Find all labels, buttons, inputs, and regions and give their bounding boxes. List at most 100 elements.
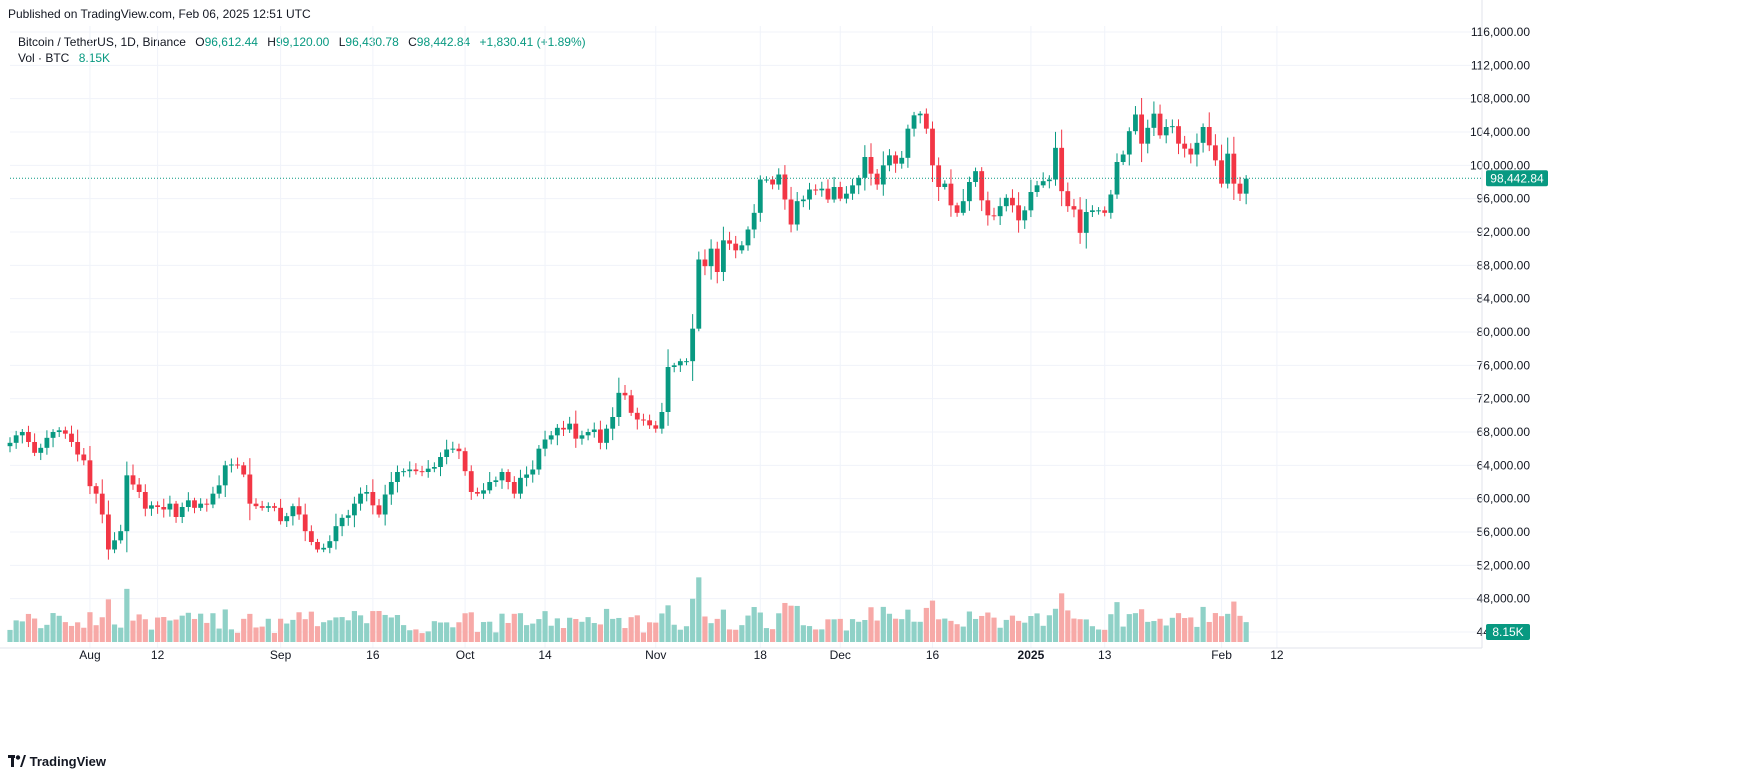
candle-body [850, 185, 855, 194]
footer-brand: TradingView [29, 754, 106, 769]
volume-bar [905, 609, 911, 642]
open-value: 96,612.44 [204, 35, 258, 49]
volume-bar [979, 615, 985, 642]
volume-bar [985, 612, 991, 642]
candle-body [690, 328, 696, 362]
volume-bar [1194, 626, 1200, 642]
volume-bar [936, 619, 942, 642]
candle-body [75, 442, 81, 455]
candle-body [1219, 160, 1224, 184]
candle-body [1188, 148, 1194, 155]
candle-body [296, 506, 302, 515]
candle-body [561, 427, 566, 430]
volume-bar [788, 605, 794, 642]
volume-bar [874, 620, 880, 642]
volume-bar [247, 613, 253, 642]
candle-body [81, 454, 87, 461]
candle-body [1126, 131, 1132, 155]
candle-body [776, 174, 782, 185]
volume-bar [124, 588, 130, 642]
volume-bar [560, 628, 567, 642]
y-tick-label: 76,000.00 [1477, 358, 1531, 372]
candle-body [733, 243, 739, 251]
volume-bar [111, 624, 118, 642]
candle-body [936, 165, 942, 187]
volume-label[interactable]: Vol · BTC [18, 51, 70, 65]
volume-bar [794, 605, 800, 642]
high-value: 99,120.00 [275, 35, 330, 49]
y-tick-label: 64,000.00 [1477, 458, 1531, 472]
candle-body [419, 471, 425, 473]
volume-bar [364, 623, 370, 642]
volume-bar [216, 628, 222, 642]
volume-bar [155, 617, 161, 642]
volume-bar [1083, 619, 1089, 642]
tradingview-footer[interactable]: TradingView [8, 754, 106, 769]
last-volume-label: 8.15K [1492, 625, 1523, 639]
volume-bar [44, 624, 50, 642]
candle-body [327, 541, 333, 548]
volume-row: Vol · BTC 8.15K [18, 50, 586, 66]
candle-body [438, 457, 443, 467]
volume-bar [991, 617, 997, 642]
volume-bar [616, 617, 622, 642]
volume-bar [253, 627, 259, 642]
volume-bar [597, 624, 603, 642]
candle-body [124, 475, 130, 532]
volume-bar [603, 608, 610, 642]
volume-bar [696, 577, 702, 642]
candle-body [161, 507, 167, 510]
candle-body [862, 157, 868, 178]
low-label: L [338, 35, 346, 49]
candle-body [671, 365, 677, 367]
candle-body [259, 506, 265, 508]
last-price-badge [1486, 170, 1548, 187]
candle-body [1169, 126, 1175, 128]
y-tick-label: 52,000.00 [1477, 558, 1531, 572]
candle-body [1071, 206, 1077, 210]
volume-bar [1040, 625, 1046, 642]
candle-body [567, 423, 573, 430]
ohlc-row: Bitcoin / TetherUS, 1D, Binance O96,612.… [18, 34, 586, 50]
candle-body [1231, 153, 1237, 184]
candle-body [142, 492, 148, 509]
volume-bar [997, 627, 1003, 642]
volume-bar [1095, 629, 1102, 642]
volume-bar [856, 621, 862, 642]
candle-body [598, 429, 603, 443]
candle-body [899, 157, 905, 164]
volume-bar [234, 632, 241, 642]
candle-body [179, 507, 185, 517]
volume-bar [462, 613, 468, 642]
volume-bar [1169, 617, 1175, 642]
volume-bar [431, 621, 437, 642]
x-tick-label: 14 [538, 648, 552, 662]
candle-body [1145, 127, 1151, 144]
volume-bar [7, 629, 13, 642]
candle-body [1028, 192, 1034, 211]
candle-body [554, 427, 560, 436]
candle-body [548, 435, 554, 440]
volume-bar [167, 620, 173, 642]
volume-bar [1022, 622, 1028, 642]
volume-bar [50, 613, 56, 642]
volume-bar [720, 609, 726, 642]
y-tick-label: 72,000.00 [1477, 392, 1531, 406]
candle-body [628, 395, 634, 413]
candle-body [923, 113, 929, 129]
volume-bar [296, 612, 302, 642]
candle-body [401, 471, 406, 473]
volume-bar [972, 618, 979, 642]
candle-body [917, 113, 923, 116]
volume-bar [548, 625, 554, 642]
candle-body [364, 492, 370, 494]
volume-bar [1089, 626, 1095, 642]
candle-body [462, 451, 468, 472]
candle-body [665, 367, 671, 412]
volume-bar [148, 629, 155, 642]
candle-body [1163, 127, 1169, 136]
volume-bar [351, 611, 357, 642]
symbol-title[interactable]: Bitcoin / TetherUS, 1D, Binance [18, 35, 186, 49]
candle-body [770, 179, 775, 185]
